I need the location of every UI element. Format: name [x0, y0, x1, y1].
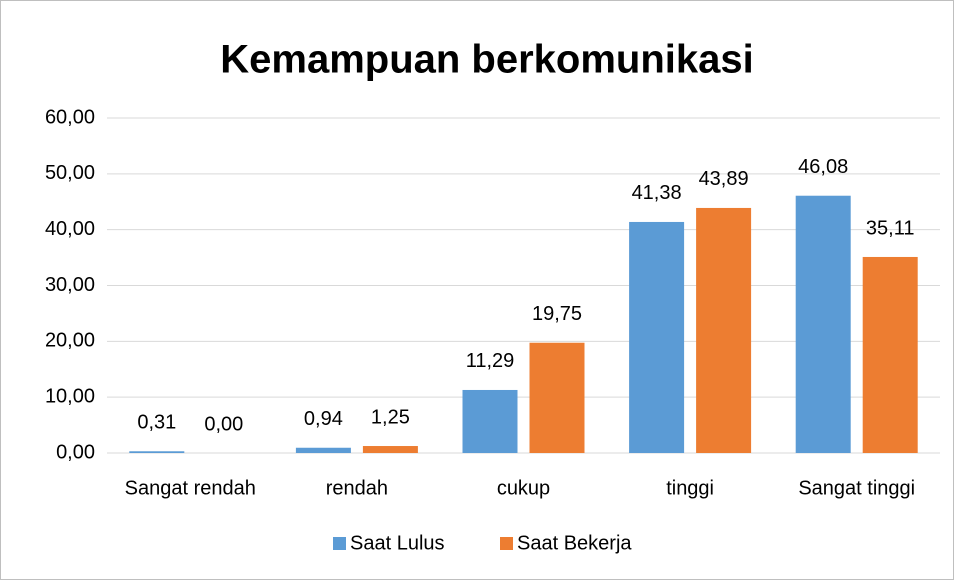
data-label: 0,00 — [204, 413, 243, 435]
y-tick-label: 0,00 — [56, 441, 95, 463]
x-tick-label: tinggi — [666, 477, 714, 499]
bar — [629, 221, 685, 453]
y-tick-label: 30,00 — [45, 274, 95, 296]
legend-label: Saat Bekerja — [517, 532, 632, 554]
data-label: 43,89 — [699, 168, 749, 190]
bar — [862, 256, 918, 453]
chart-title: Kemampuan berkomunikasi — [220, 38, 754, 82]
legend-swatch — [333, 537, 346, 550]
y-tick-label: 40,00 — [45, 218, 95, 240]
y-tick-label: 20,00 — [45, 330, 95, 352]
y-tick-label: 60,00 — [45, 106, 95, 128]
data-label: 19,75 — [532, 303, 582, 325]
data-label: 46,08 — [798, 156, 848, 178]
data-label: 0,31 — [137, 412, 176, 434]
y-tick-label: 10,00 — [45, 385, 95, 407]
bar — [462, 389, 518, 453]
data-label: 1,25 — [371, 406, 410, 428]
bar — [362, 446, 418, 453]
bar — [696, 207, 752, 453]
data-label: 35,11 — [866, 217, 915, 239]
x-tick-label: Sangat rendah — [125, 477, 256, 499]
data-label: 41,38 — [632, 182, 682, 204]
data-label: 11,29 — [466, 350, 515, 372]
bar — [795, 195, 851, 453]
legend-label: Saat Lulus — [350, 532, 445, 554]
legend-swatch — [500, 537, 513, 550]
y-tick-label: 50,00 — [45, 162, 95, 184]
bar — [295, 447, 351, 453]
x-tick-label: rendah — [326, 477, 388, 499]
x-tick-label: Sangat tinggi — [798, 477, 915, 499]
data-label: 0,94 — [304, 408, 343, 430]
bar — [129, 451, 185, 453]
bar — [529, 342, 585, 453]
x-tick-label: cukup — [497, 477, 550, 499]
